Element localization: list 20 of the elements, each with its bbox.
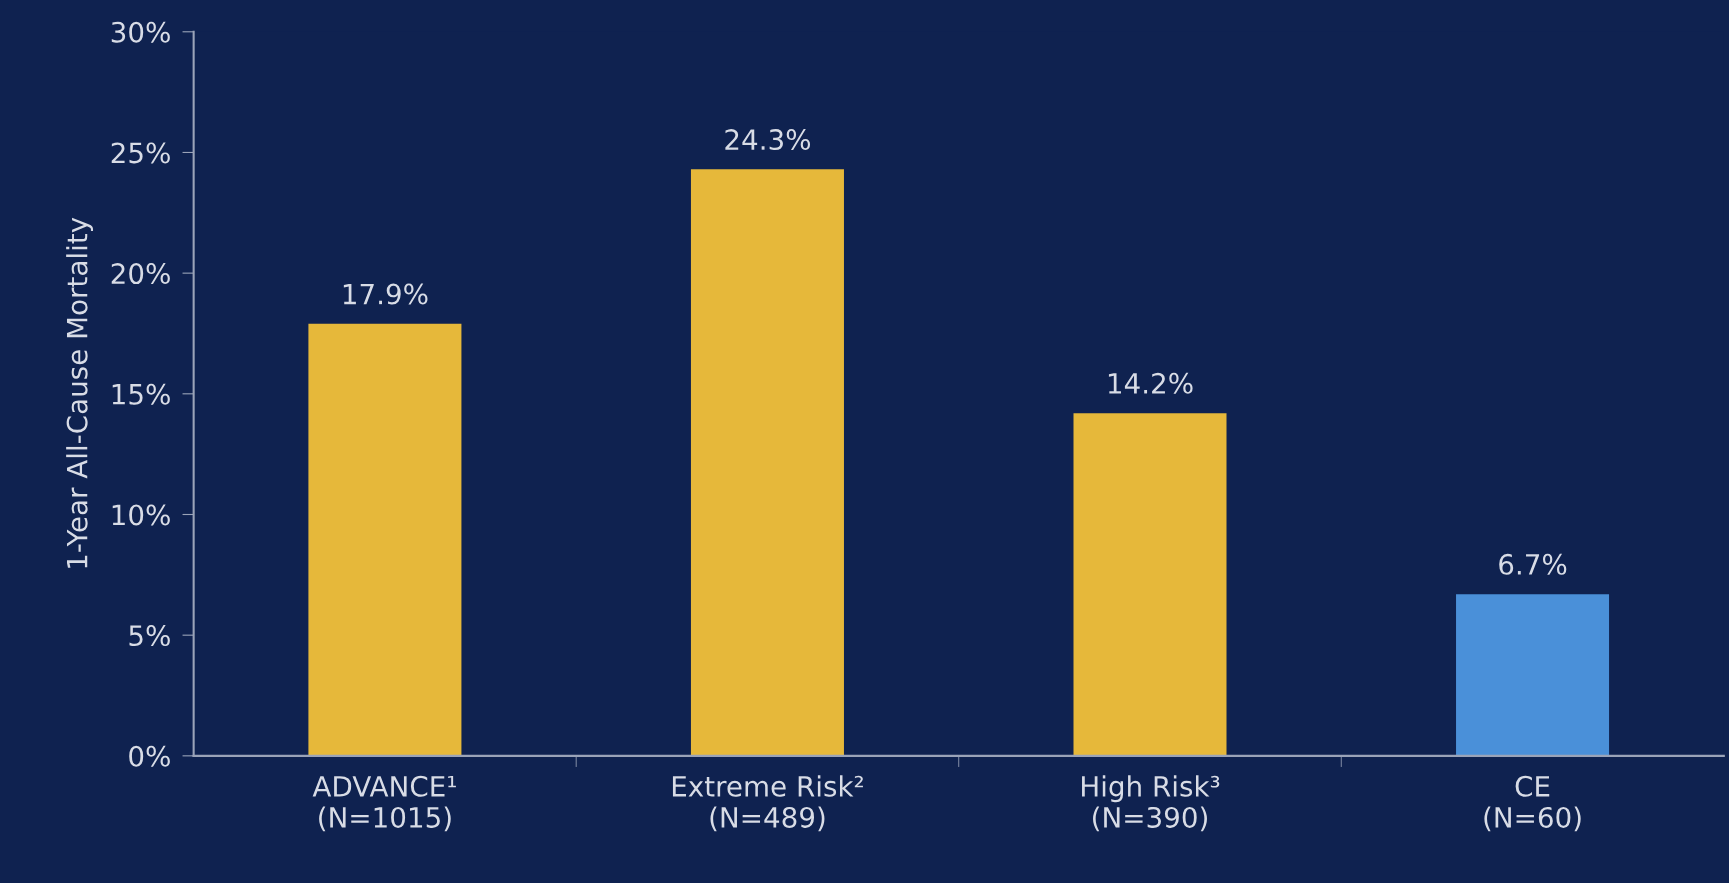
data-label: 17.9% [343,283,428,305]
data-label: 14.2% [1108,372,1193,394]
y-tick-label: 5% [129,625,170,647]
data-label: 24.3% [725,129,811,151]
x-tick-label: High Risk³ (N=390) [1082,775,1220,832]
y-tick-label: 10% [112,504,170,526]
y-tick-label: 25% [111,142,170,164]
x-tick-label: ADVANCE¹ (N=1015) [312,775,456,832]
y-axis-title: 1-Year All-Cause Mortality [66,217,94,568]
bar [1073,413,1227,756]
y-tick-label: 15% [112,383,170,405]
x-tick-label: Extreme Risk² (N=489) [672,775,863,832]
bar [690,169,844,756]
y-tick-label: 20% [111,263,170,285]
data-label: 6.7% [1499,553,1567,575]
y-tick-label: 0% [129,745,170,767]
x-tick-label: CE (N=60) [1484,775,1581,832]
bar [1456,594,1610,756]
bar [308,323,462,756]
y-tick-label: 30% [111,21,170,43]
